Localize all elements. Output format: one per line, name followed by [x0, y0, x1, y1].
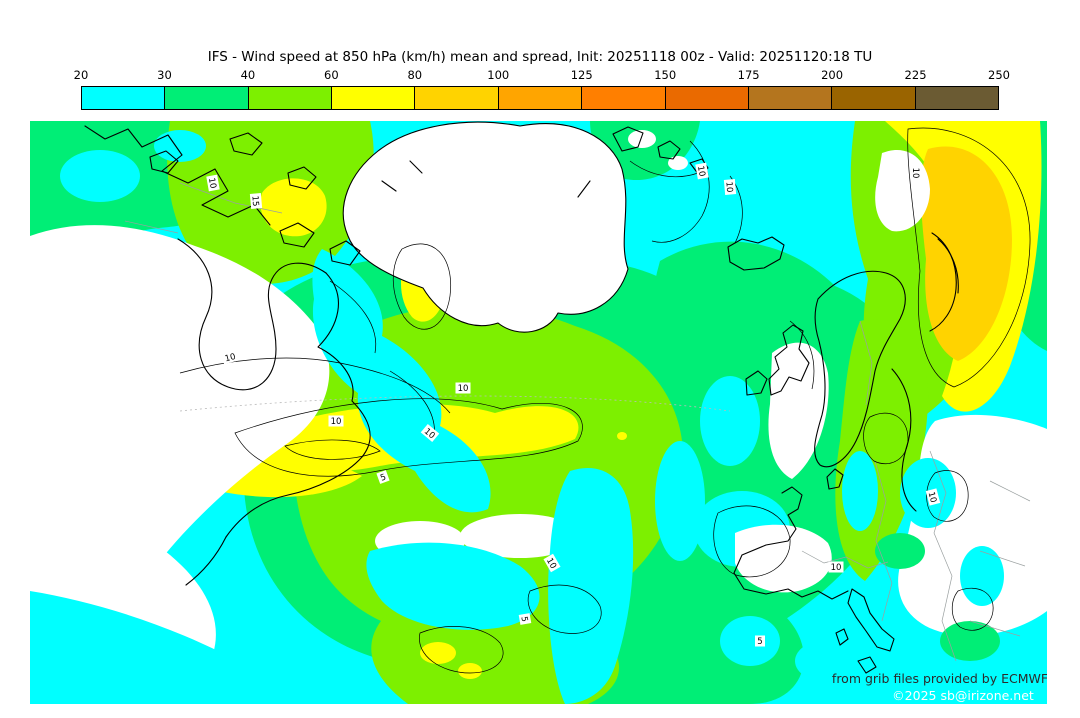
contour-label-10: 10: [926, 488, 941, 506]
svg-text:10: 10: [206, 177, 218, 189]
graticule-line: [179, 395, 731, 412]
country-borders: [124, 182, 1031, 662]
colorbar-tick-250: 250: [988, 68, 1010, 82]
colorbar-segment-125-150: [581, 87, 665, 109]
attribution-copyright: ©2025 sb@irizone.net: [892, 688, 1034, 703]
map-fill-80-100: [921, 146, 1012, 361]
svg-text:10: 10: [331, 417, 342, 427]
colorbar-segment-150-175: [664, 87, 748, 109]
svg-text:10: 10: [926, 491, 938, 504]
svg-text:10: 10: [695, 165, 707, 177]
colorbar-tick-200: 200: [821, 68, 844, 82]
colorbar-tick-100: 100: [487, 68, 510, 82]
svg-text:5: 5: [379, 473, 388, 484]
colorbar-tick-80: 80: [407, 68, 423, 82]
map-fill-below-20: [30, 122, 1047, 704]
contour-label-10: 10: [221, 349, 239, 364]
attribution-provider: from grib files provided by ECMWF: [832, 671, 1047, 686]
contour-label-15: 15: [249, 193, 263, 209]
contour-label-5: 5: [755, 635, 765, 647]
map-area: 10 15 10 10 5 10 10 10 10 10 10 10 10 5 5 from grib fi…: [30, 121, 1048, 704]
colorbar-segment-225-250: [914, 87, 998, 109]
page-title: IFS - Wind speed at 850 hPa (km/h) mean …: [207, 49, 873, 65]
svg-text:15: 15: [249, 195, 260, 207]
svg-text:10: 10: [544, 556, 558, 570]
colorbar-tick-20: 20: [73, 68, 89, 82]
colorbar-segment-60-80: [331, 87, 415, 109]
colorbar-tick-60: 60: [324, 68, 339, 82]
svg-text:5: 5: [757, 637, 762, 647]
colorbar-segment-30-40: [164, 87, 248, 109]
colorbar-segment-200-225: [831, 87, 915, 109]
contour-label-10: 10: [328, 415, 344, 427]
contour-label-10: 10: [695, 162, 709, 180]
contour-label-10: 10: [206, 174, 220, 192]
coastlines: [84, 121, 959, 674]
colorbar-segment-100-125: [497, 87, 582, 109]
contour-label-10: 10: [455, 382, 471, 394]
colorbar-segment-20-30: [82, 87, 165, 109]
colorbar-segment-40-60: [247, 87, 332, 109]
svg-text:10: 10: [224, 352, 237, 364]
contour-label-10: 10: [910, 165, 922, 181]
svg-text:10: 10: [831, 563, 842, 573]
svg-text:10: 10: [458, 384, 469, 394]
colorbar-tick-30: 30: [157, 68, 172, 82]
svg-text:10: 10: [723, 181, 734, 193]
colorbar-tick-225: 225: [904, 68, 927, 82]
svg-text:5: 5: [518, 616, 529, 623]
contour-label-10: 10: [723, 179, 737, 195]
colorbar-tick-175: 175: [737, 68, 760, 82]
colorbar-tick-40: 40: [240, 68, 256, 82]
colorbar-tick-labels: 20 30 40 60 80 100 125 150 175 200 225 250: [74, 68, 1010, 82]
contour-label-10: 10: [828, 561, 844, 573]
contour-label-5: 5: [518, 613, 532, 625]
colorbar-segment-80-100: [414, 87, 498, 109]
map-fill-30-40-patches: [875, 533, 1000, 661]
colorbar-tick-150: 150: [654, 68, 677, 82]
svg-text:10: 10: [910, 168, 920, 179]
colorbar: [81, 86, 999, 110]
contour-label-5: 5: [376, 470, 390, 484]
colorbar-tick-125: 125: [570, 68, 593, 82]
colorbar-segment-175-200: [747, 87, 832, 109]
contour-label-10: 10: [543, 553, 561, 573]
